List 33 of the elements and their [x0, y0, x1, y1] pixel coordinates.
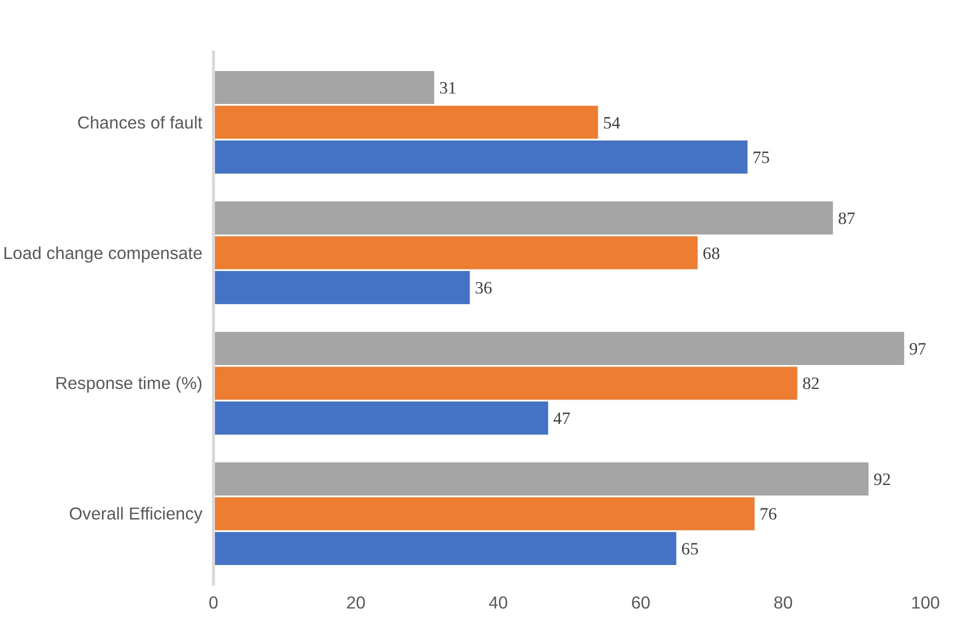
- data-label: 76: [760, 504, 778, 524]
- y-tick-label: Load change compensate: [3, 242, 203, 263]
- x-tick-label: 0: [208, 592, 218, 612]
- bar: [214, 201, 833, 234]
- data-label: 87: [838, 208, 856, 228]
- bar: [214, 402, 548, 435]
- bar: [214, 366, 798, 400]
- bar: [214, 140, 748, 174]
- bar: [214, 271, 470, 304]
- y-tick-label: Overall Efficiency: [68, 504, 203, 524]
- data-label: 68: [702, 244, 720, 263]
- data-label: 47: [553, 409, 571, 428]
- x-tick-label: 20: [346, 592, 366, 612]
- x-tick-label: 100: [911, 592, 940, 612]
- y-tick-label: Chances of fault: [77, 112, 203, 132]
- bar: [214, 332, 904, 365]
- data-label: 31: [439, 78, 457, 98]
- bar: [214, 532, 676, 566]
- data-label: 65: [681, 540, 699, 559]
- bar: [214, 497, 755, 530]
- x-tick-label: 60: [631, 592, 650, 612]
- x-tick-label: 40: [488, 592, 508, 612]
- x-tick-label: 80: [773, 592, 793, 612]
- bar: [214, 236, 698, 270]
- y-tick-label: Response time (%): [55, 373, 203, 394]
- data-label: 75: [752, 148, 770, 168]
- bar: [214, 106, 598, 139]
- data-label: 54: [602, 113, 621, 132]
- data-label: 92: [874, 470, 891, 489]
- bar: [214, 462, 869, 496]
- bar: [214, 70, 434, 104]
- data-label: 82: [802, 374, 820, 394]
- data-label: 36: [474, 278, 492, 298]
